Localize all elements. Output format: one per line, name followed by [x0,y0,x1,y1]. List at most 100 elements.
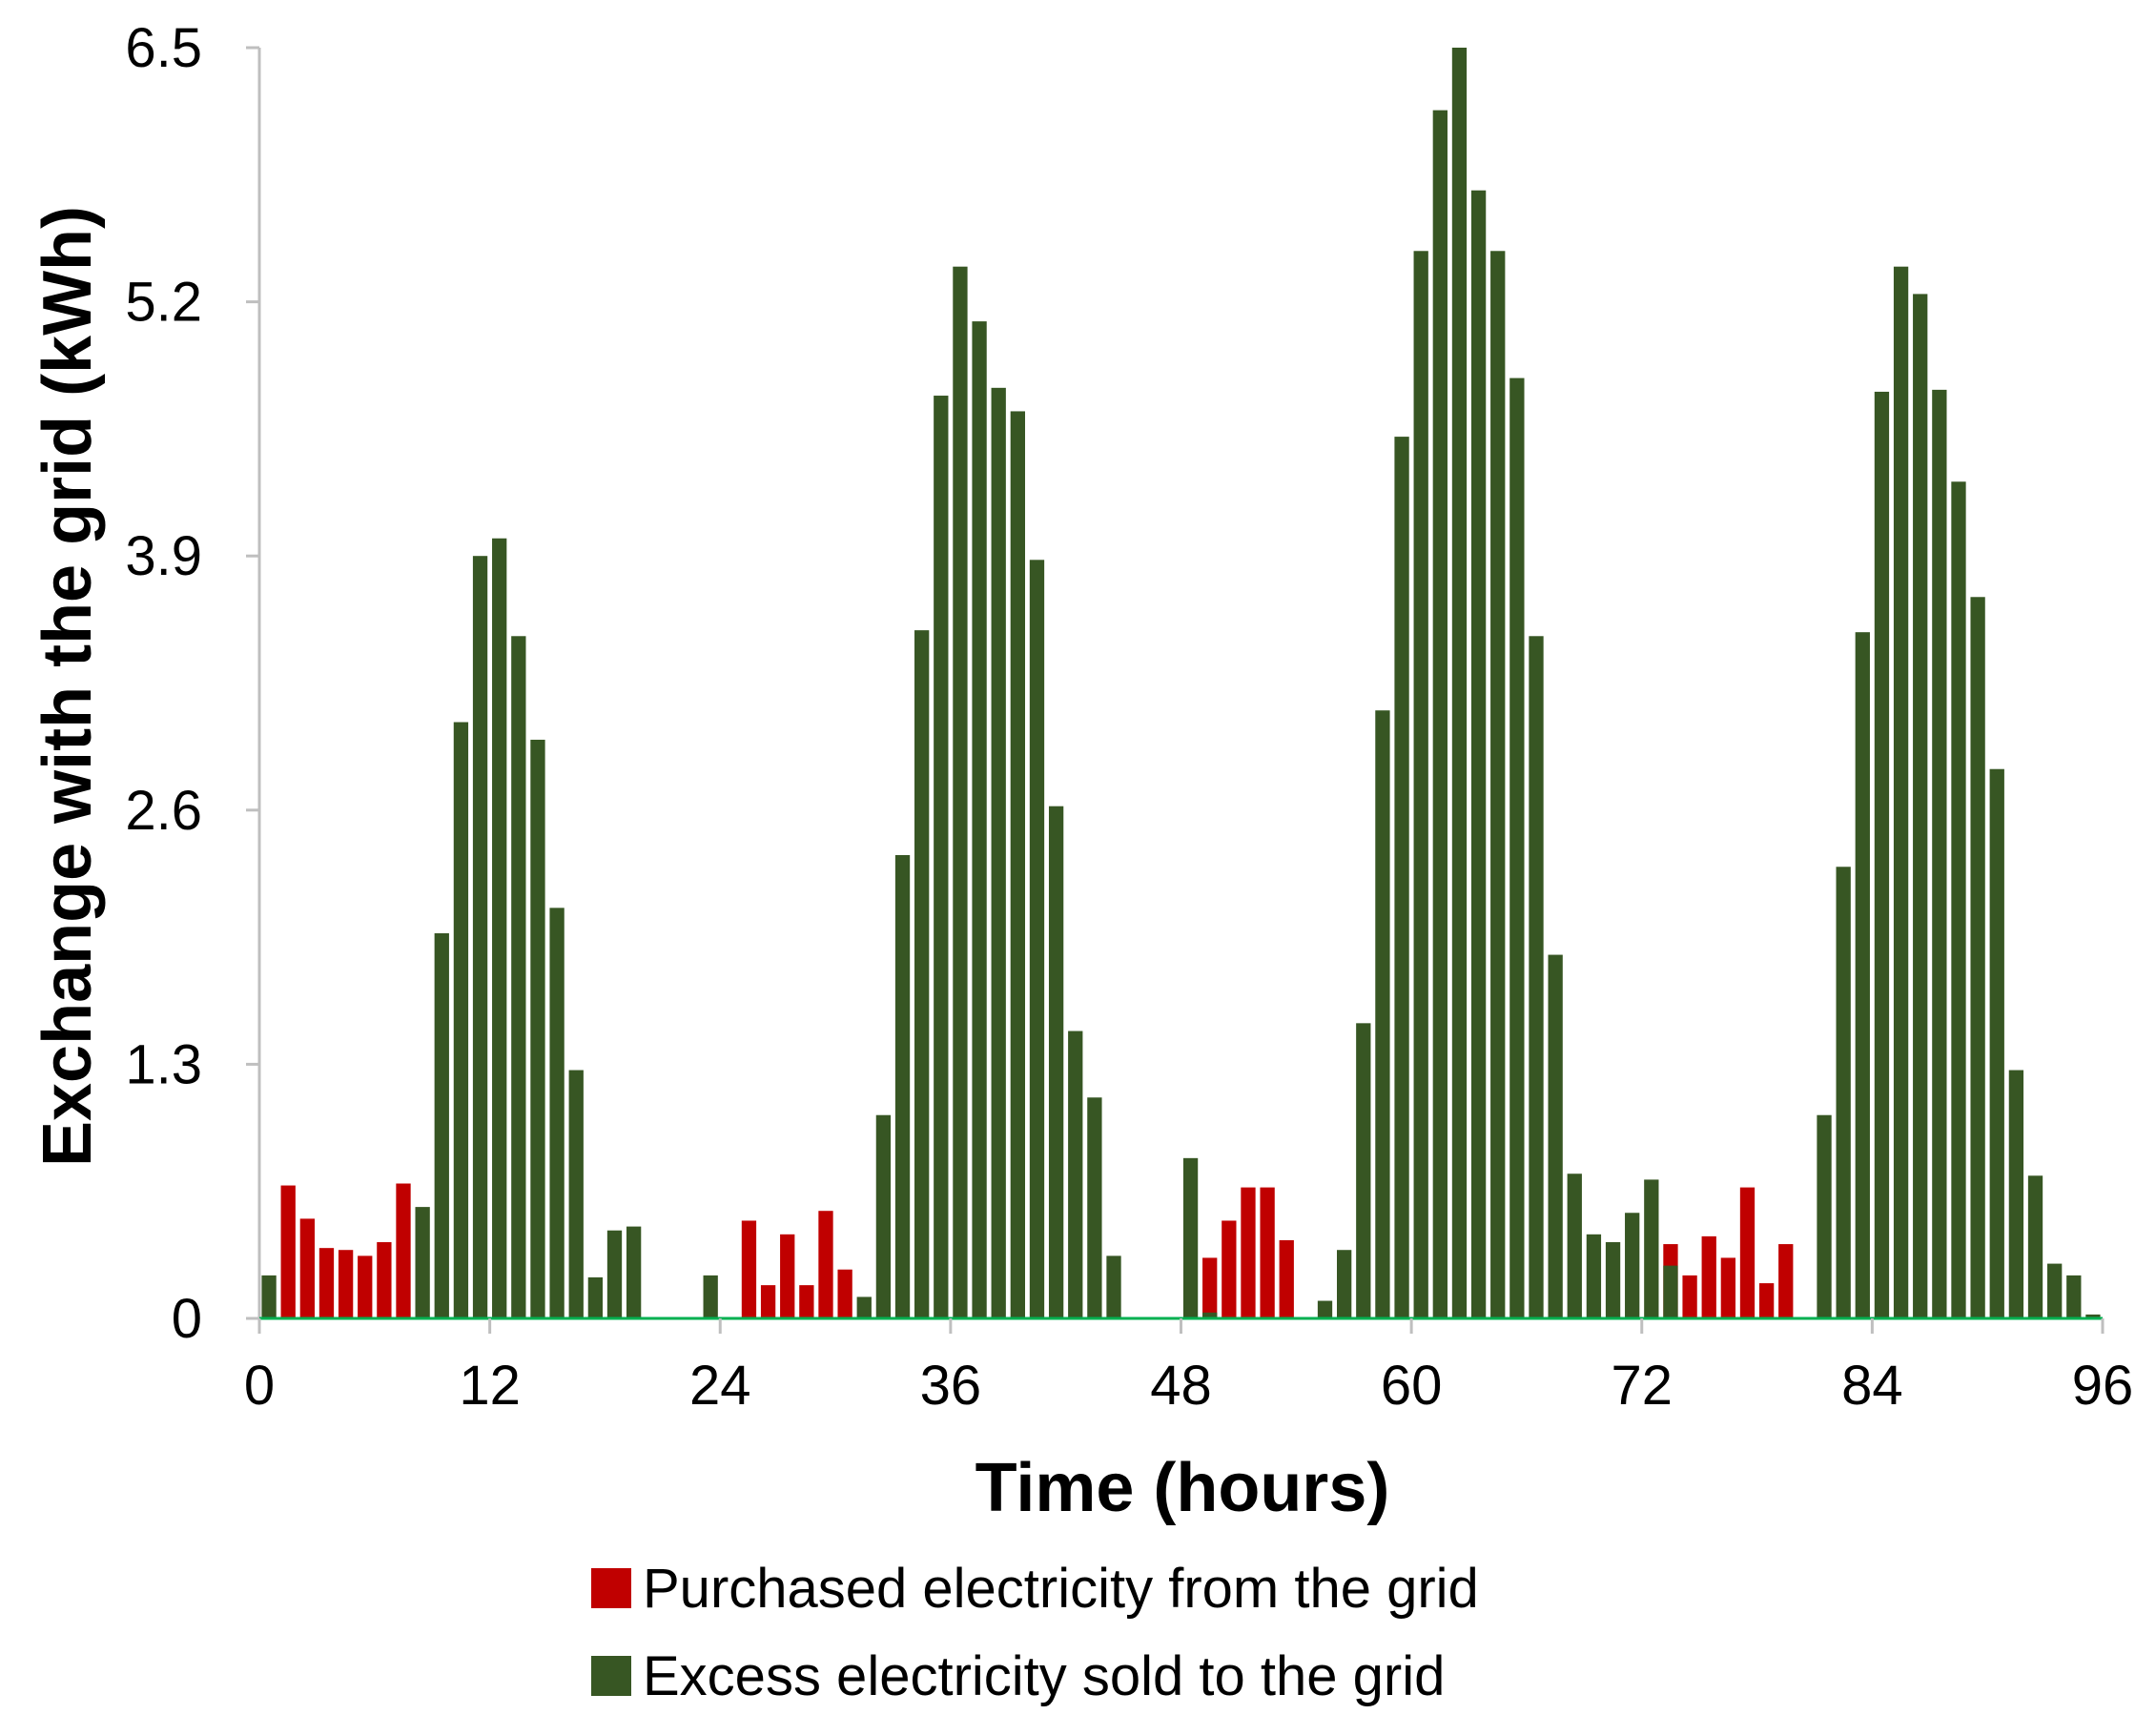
bar-sold-32 [856,1296,872,1318]
bar-sold-94 [2047,1263,2063,1318]
bar-purchased-77 [1720,1257,1736,1318]
bar-sold-49 [1182,1157,1199,1318]
bar-sold-24 [703,1275,718,1318]
bar-purchased-29 [799,1285,814,1318]
bar-purchased-80 [1778,1244,1794,1318]
bar-purchased-4 [318,1248,335,1318]
legend-swatch-purchased [591,1568,631,1608]
bar-sold-16 [549,908,565,1318]
bar-sold-66 [1509,378,1525,1319]
bar-sold-59 [1375,710,1390,1318]
bar-sold-65 [1490,251,1506,1318]
bar-purchased-6 [358,1255,373,1318]
bar-sold-10 [434,933,449,1318]
bar-purchased-2 [280,1185,296,1318]
y-tick-label: 6.5 [125,17,202,79]
x-tick-label: 72 [1611,1355,1673,1417]
bar-sold-35 [914,630,930,1318]
bar-purchased-78 [1739,1187,1756,1318]
bar-sold-40 [1010,411,1025,1318]
bar-purchased-31 [837,1269,852,1318]
x-tick-label: 36 [920,1355,982,1417]
bar-sold-71 [1605,1242,1621,1318]
bar-sold-19 [606,1230,623,1318]
bars-group [261,48,2101,1319]
bar-sold-64 [1470,190,1487,1319]
bar-sold-56 [1317,1300,1333,1318]
bar-purchased-30 [818,1211,833,1318]
bar-sold-44 [1087,1097,1102,1318]
bar-sold-15 [530,739,545,1318]
bar-purchased-5 [338,1250,354,1318]
legend: Purchased electricity from the grid Exce… [591,1544,1479,1720]
bar-sold-86 [1893,266,1909,1319]
bar-sold-50 [1202,1312,1218,1318]
bar-purchased-53 [1260,1187,1275,1318]
legend-label-purchased: Purchased electricity from the grid [643,1557,1479,1620]
bar-sold-68 [1548,954,1563,1318]
y-tick-label: 0 [172,1288,202,1350]
bar-sold-67 [1529,636,1544,1318]
bar-sold-73 [1644,1179,1659,1318]
y-axis-title: Exchange with the grid (kWh) [30,206,106,1167]
bar-sold-63 [1451,48,1468,1318]
bar-purchased-3 [299,1218,315,1318]
bar-sold-34 [894,854,911,1318]
bar-purchased-76 [1701,1235,1716,1318]
bar-sold-70 [1586,1234,1602,1318]
bar-sold-14 [511,636,526,1318]
bar-sold-72 [1625,1213,1640,1318]
bar-sold-62 [1432,110,1448,1319]
legend-swatch-sold [591,1656,631,1696]
bar-purchased-26 [741,1220,757,1318]
x-tick-label: 84 [1841,1355,1903,1417]
bar-sold-33 [875,1114,892,1318]
bar-sold-88 [1932,389,1947,1318]
bar-sold-83 [1836,867,1851,1318]
tick-labels-group: 0 1.3 2.6 3.9 5.2 6.5 0 12 24 36 48 60 72 84 96 [125,17,2133,1417]
x-tick-label: 0 [244,1355,275,1417]
bar-purchased-50 [1202,1257,1218,1318]
bar-sold-95 [2066,1275,2082,1318]
bar-sold-20 [626,1226,642,1318]
legend-label-sold: Excess electricity sold to the grid [643,1644,1446,1707]
bar-sold-60 [1394,437,1409,1319]
bar-sold-1 [261,1275,277,1318]
bar-sold-18 [587,1276,604,1318]
bar-sold-37 [953,266,968,1319]
bar-purchased-54 [1279,1239,1294,1318]
bar-sold-42 [1048,806,1064,1318]
x-tick-label: 12 [459,1355,521,1417]
legend-item-purchased: Purchased electricity from the grid [591,1544,1479,1632]
x-axis-title: Time (hours) [975,1450,1390,1526]
bar-sold-43 [1068,1031,1083,1318]
bar-sold-69 [1567,1174,1582,1318]
bar-sold-45 [1106,1255,1121,1318]
bar-sold-89 [1951,481,1966,1318]
x-tick-label: 24 [689,1355,751,1417]
bar-sold-58 [1356,1023,1371,1318]
bar-purchased-75 [1682,1275,1697,1318]
bar-sold-91 [1989,768,2004,1318]
bar-purchased-8 [396,1183,411,1318]
bar-purchased-27 [760,1285,776,1318]
bar-sold-96 [2085,1314,2101,1318]
y-tick-label: 1.3 [125,1033,202,1095]
bar-sold-57 [1337,1250,1352,1318]
bar-sold-87 [1913,294,1928,1318]
legend-item-sold: Excess electricity sold to the grid [591,1632,1479,1720]
bar-sold-41 [1029,560,1045,1318]
bar-sold-74 [1663,1265,1678,1318]
bar-sold-17 [568,1070,584,1318]
bar-purchased-79 [1758,1283,1775,1318]
bar-purchased-7 [377,1242,392,1318]
bar-sold-38 [972,321,987,1318]
y-tick-label: 3.9 [125,525,202,587]
y-tick-label: 5.2 [125,272,202,334]
y-tick-label: 2.6 [125,780,202,842]
x-tick-label: 60 [1381,1355,1443,1417]
bar-sold-36 [934,396,949,1318]
bar-sold-85 [1874,391,1890,1318]
bar-purchased-51 [1222,1220,1237,1318]
